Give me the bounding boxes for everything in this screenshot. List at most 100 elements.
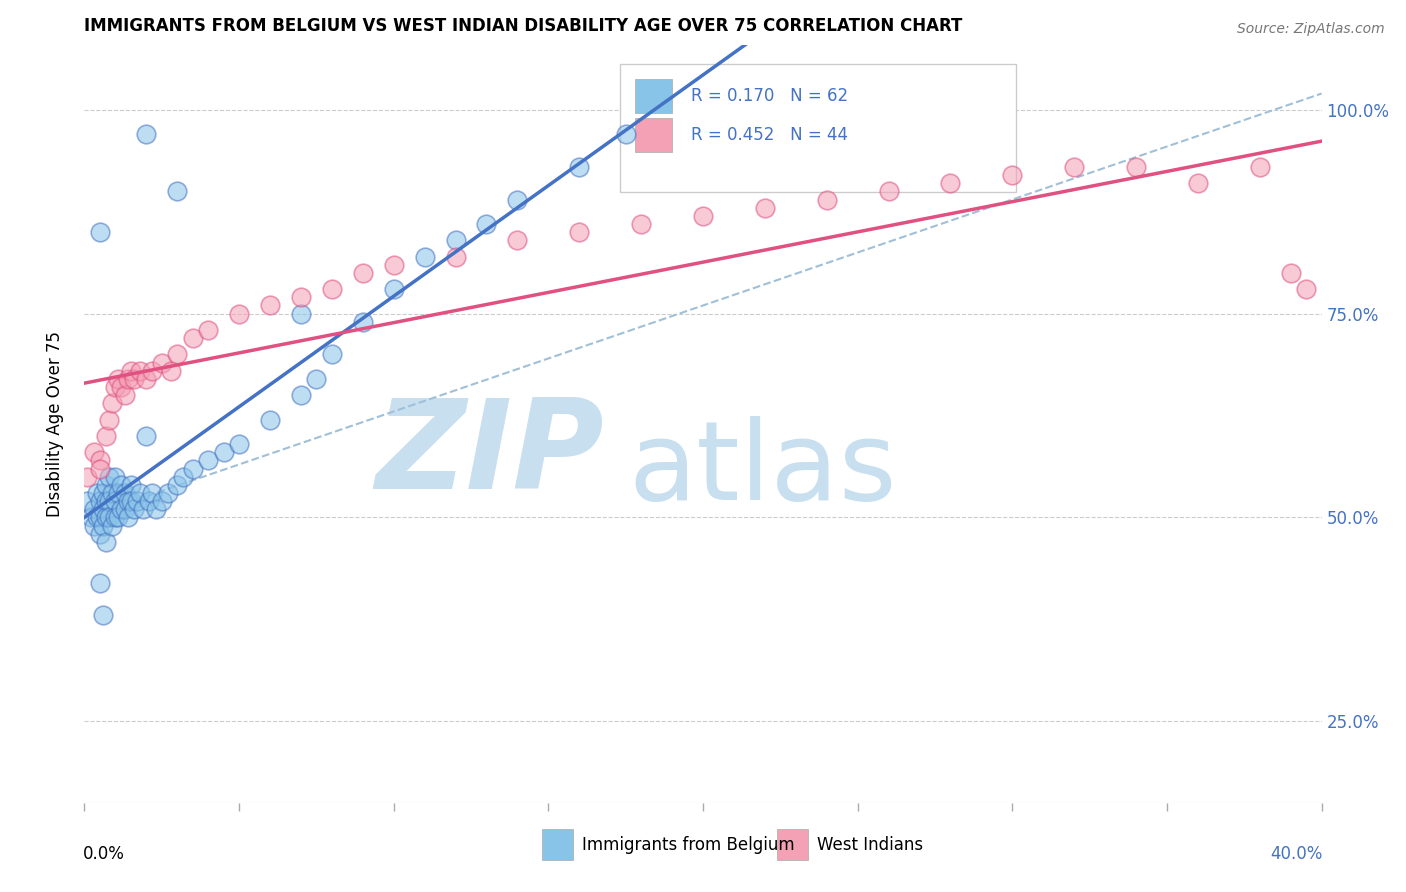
- Point: [1001, 168, 1024, 182]
- Point: [76, 469, 98, 483]
- Point: [290, 388, 312, 402]
- Point: [1249, 160, 1271, 174]
- Point: [197, 323, 219, 337]
- Point: [94, 429, 117, 443]
- Point: [150, 494, 173, 508]
- Point: [107, 486, 129, 500]
- Text: Source: ZipAtlas.com: Source: ZipAtlas.com: [1237, 22, 1385, 37]
- Point: [228, 307, 250, 321]
- Point: [321, 347, 343, 361]
- Point: [86, 486, 108, 500]
- Point: [160, 364, 183, 378]
- Point: [91, 518, 114, 533]
- Point: [475, 217, 498, 231]
- Bar: [543, 830, 574, 860]
- Point: [568, 225, 591, 239]
- Point: [135, 429, 157, 443]
- Point: [117, 494, 139, 508]
- Point: [321, 282, 343, 296]
- Point: [382, 258, 405, 272]
- Point: [114, 486, 136, 500]
- Point: [101, 486, 124, 500]
- Point: [166, 185, 188, 199]
- Point: [352, 315, 374, 329]
- Point: [120, 364, 142, 378]
- Point: [181, 461, 204, 475]
- Point: [83, 502, 105, 516]
- Point: [305, 372, 328, 386]
- Point: [156, 486, 179, 500]
- Point: [89, 225, 111, 239]
- Text: R = 0.452   N = 44: R = 0.452 N = 44: [690, 126, 848, 145]
- Point: [815, 193, 838, 207]
- Point: [110, 380, 132, 394]
- Point: [117, 372, 139, 386]
- Point: [125, 494, 148, 508]
- Point: [107, 372, 129, 386]
- Point: [1125, 160, 1147, 174]
- Point: [98, 510, 121, 524]
- Point: [141, 486, 163, 500]
- Point: [94, 510, 117, 524]
- Point: [352, 266, 374, 280]
- Point: [259, 412, 281, 426]
- Point: [135, 372, 157, 386]
- Point: [630, 217, 652, 231]
- Point: [86, 510, 108, 524]
- Point: [228, 437, 250, 451]
- Point: [1187, 176, 1209, 190]
- Point: [382, 282, 405, 296]
- Point: [172, 469, 194, 483]
- Point: [197, 453, 219, 467]
- Point: [117, 510, 139, 524]
- Text: R = 0.170   N = 62: R = 0.170 N = 62: [690, 87, 848, 104]
- Point: [150, 355, 173, 369]
- Point: [101, 396, 124, 410]
- Point: [122, 502, 145, 516]
- Point: [76, 494, 98, 508]
- Point: [91, 486, 114, 500]
- Point: [1295, 282, 1317, 296]
- Point: [101, 518, 124, 533]
- Point: [506, 233, 529, 247]
- Point: [290, 290, 312, 304]
- Point: [110, 502, 132, 516]
- Point: [939, 176, 962, 190]
- Text: 40.0%: 40.0%: [1271, 845, 1323, 863]
- Point: [89, 526, 111, 541]
- Point: [1063, 160, 1085, 174]
- Point: [94, 478, 117, 492]
- Point: [877, 185, 900, 199]
- Point: [114, 502, 136, 516]
- Text: atlas: atlas: [628, 416, 897, 523]
- FancyBboxPatch shape: [620, 63, 1017, 192]
- Text: 0.0%: 0.0%: [83, 845, 125, 863]
- Point: [290, 307, 312, 321]
- Point: [104, 380, 127, 394]
- Point: [692, 209, 714, 223]
- Point: [181, 331, 204, 345]
- Point: [94, 535, 117, 549]
- Y-axis label: Disability Age Over 75: Disability Age Over 75: [45, 331, 63, 516]
- Point: [120, 494, 142, 508]
- Bar: [636, 118, 672, 153]
- Point: [98, 469, 121, 483]
- Point: [89, 494, 111, 508]
- Point: [89, 575, 111, 590]
- Point: [89, 453, 111, 467]
- Point: [114, 388, 136, 402]
- Point: [104, 510, 127, 524]
- Point: [614, 128, 637, 142]
- Point: [94, 494, 117, 508]
- Point: [444, 250, 467, 264]
- Point: [506, 193, 529, 207]
- Point: [145, 502, 167, 516]
- Point: [98, 412, 121, 426]
- Point: [91, 608, 114, 623]
- Point: [91, 502, 114, 516]
- Point: [98, 494, 121, 508]
- Point: [89, 461, 111, 475]
- Point: [83, 445, 105, 459]
- Point: [104, 469, 127, 483]
- Bar: [636, 78, 672, 113]
